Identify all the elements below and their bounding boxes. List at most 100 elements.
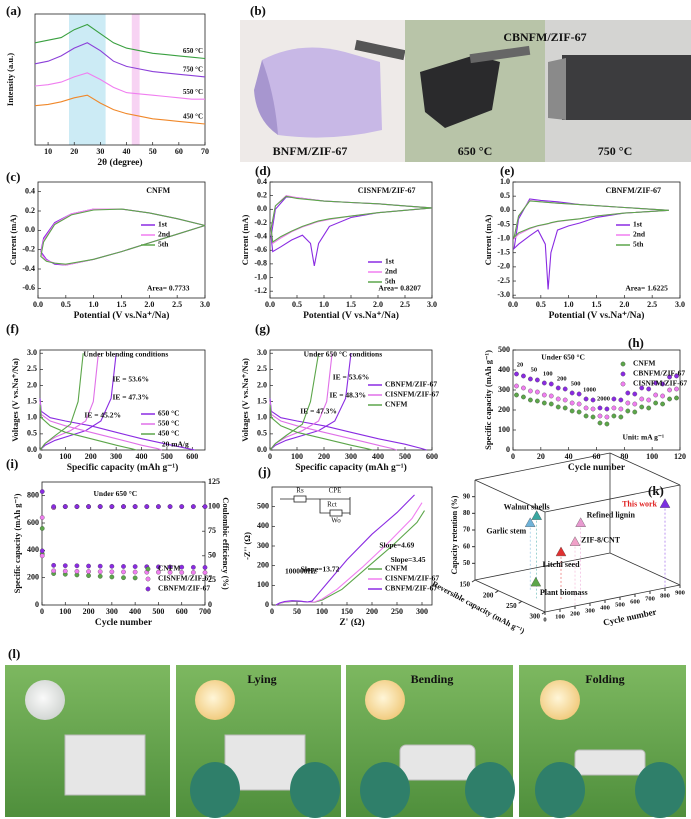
circuit-label: Rct bbox=[327, 501, 337, 509]
data-point bbox=[548, 401, 554, 407]
data-point bbox=[674, 395, 679, 401]
annotation: IE = 53.6% bbox=[333, 373, 370, 382]
data-point bbox=[121, 569, 126, 575]
y-axis-label: Voltages (V vs.Na⁺/Na) bbox=[240, 358, 250, 442]
y-tick-label: 0 bbox=[506, 445, 510, 454]
data-point bbox=[548, 393, 554, 399]
series-line bbox=[513, 200, 669, 239]
y2-axis-label: Coulombic efficiency (%) bbox=[221, 497, 231, 590]
legend-marker bbox=[145, 586, 151, 592]
photo-caption: Folding bbox=[585, 672, 624, 686]
legend-label: 450 °C bbox=[158, 429, 180, 438]
axis-edge bbox=[474, 452, 611, 481]
data-point bbox=[156, 564, 161, 570]
annotation: Slope=4.69 bbox=[379, 541, 414, 550]
data-point bbox=[514, 392, 519, 398]
data-point bbox=[109, 563, 115, 569]
panel-label: (e) bbox=[500, 163, 514, 178]
y-tick-label: 0.0 bbox=[25, 225, 35, 234]
y-tick-label: 2.5 bbox=[257, 364, 267, 373]
data-point bbox=[576, 391, 582, 397]
annotation: Under blending conditions bbox=[83, 350, 168, 359]
x-tick-label: 500 bbox=[152, 607, 164, 616]
data-point bbox=[521, 385, 526, 391]
x-tick-label: 1.5 bbox=[117, 300, 127, 309]
x-tick-label: 300 bbox=[106, 607, 118, 616]
x-tick-label: 0 bbox=[270, 607, 274, 616]
circuit-element bbox=[329, 509, 343, 517]
x-tick-label: 0.0 bbox=[33, 300, 43, 309]
data-point bbox=[653, 400, 658, 406]
photo-l bbox=[5, 665, 686, 818]
legend-label: CBNFM/ZIF-67 bbox=[385, 584, 437, 593]
data-point bbox=[674, 386, 679, 392]
data-point bbox=[179, 570, 185, 575]
x-tick-label: 400 bbox=[372, 452, 384, 461]
panel-label: (i) bbox=[6, 456, 18, 471]
y2-tick-label: 50 bbox=[208, 551, 216, 560]
x-axis-label: Z' (Ω) bbox=[339, 617, 364, 628]
y-tick-label: 800 bbox=[27, 490, 39, 499]
data-point bbox=[86, 563, 91, 569]
y-tick-label: 900 bbox=[675, 589, 685, 596]
x-tick-label: 2.5 bbox=[400, 300, 410, 309]
y-tick-label: 1.5 bbox=[27, 396, 37, 405]
panel-label: (a) bbox=[6, 3, 21, 18]
y-tick-label: 100 bbox=[498, 425, 510, 434]
panel-label: (j) bbox=[258, 464, 271, 479]
data-point bbox=[86, 573, 91, 578]
chart-title: CBNFM/ZIF-67 bbox=[605, 186, 661, 195]
data-point bbox=[62, 504, 68, 509]
y-tick-label: 200 bbox=[498, 405, 510, 414]
series-line bbox=[269, 353, 373, 451]
led-on bbox=[195, 680, 235, 720]
data-point bbox=[524, 517, 536, 527]
data-point bbox=[202, 570, 208, 575]
x-tick-label: 300 bbox=[110, 452, 122, 461]
data-point bbox=[167, 564, 173, 570]
x-tick-label: 1.0 bbox=[564, 300, 574, 309]
y-tick-label: -0.5 bbox=[497, 219, 510, 228]
x-tick-label: 40 bbox=[123, 147, 131, 156]
data-point bbox=[541, 400, 547, 406]
rate-label: 20 bbox=[517, 361, 524, 368]
y-tick-label: 500 bbox=[257, 501, 269, 510]
data-point bbox=[132, 575, 138, 581]
y-axis-label: Specific capacity (mAh g⁻¹) bbox=[483, 350, 493, 450]
y-tick-label: -0.4 bbox=[254, 231, 267, 240]
y-tick-label: 2.0 bbox=[257, 380, 267, 389]
data-point bbox=[514, 383, 519, 389]
y-tick-label: 300 bbox=[498, 385, 510, 394]
panel-label: (l) bbox=[8, 646, 20, 661]
x-tick-label: 150 bbox=[460, 581, 471, 589]
plot-frame bbox=[41, 481, 206, 606]
x-tick-label: 0 bbox=[511, 452, 515, 461]
data-point bbox=[646, 397, 652, 403]
legend-marker bbox=[620, 361, 626, 367]
z-tick-label: 70 bbox=[463, 526, 471, 534]
series-line bbox=[269, 353, 398, 451]
x-tick-label: 3.0 bbox=[427, 300, 437, 309]
axis-edge bbox=[474, 579, 546, 613]
y-tick-label: -1.0 bbox=[497, 233, 510, 242]
y-tick-label: 0.5 bbox=[257, 429, 267, 438]
data-point bbox=[639, 385, 645, 391]
rate-label: 500 bbox=[571, 380, 581, 387]
z-axis-label: Capacity retention (%) bbox=[450, 495, 459, 574]
y-tick-label: 2.5 bbox=[27, 364, 37, 373]
data-point bbox=[62, 563, 68, 568]
point-label: This work bbox=[622, 499, 657, 508]
photo-caption: Lying bbox=[247, 672, 276, 686]
data-point bbox=[604, 421, 610, 427]
pouch-cell bbox=[574, 749, 646, 776]
y-tick-label: -0.4 bbox=[22, 264, 35, 273]
data-point bbox=[625, 400, 631, 406]
circuit-label: Rs bbox=[296, 487, 304, 495]
data-point bbox=[179, 504, 185, 509]
annotation: Under 650 °C conditions bbox=[304, 350, 383, 359]
y-tick-label: -2.0 bbox=[497, 262, 510, 271]
chart-title: CNFM bbox=[146, 186, 170, 195]
data-point bbox=[62, 568, 68, 574]
legend-label: CISNFM/ZIF-67 bbox=[158, 574, 212, 583]
data-point bbox=[97, 563, 103, 569]
